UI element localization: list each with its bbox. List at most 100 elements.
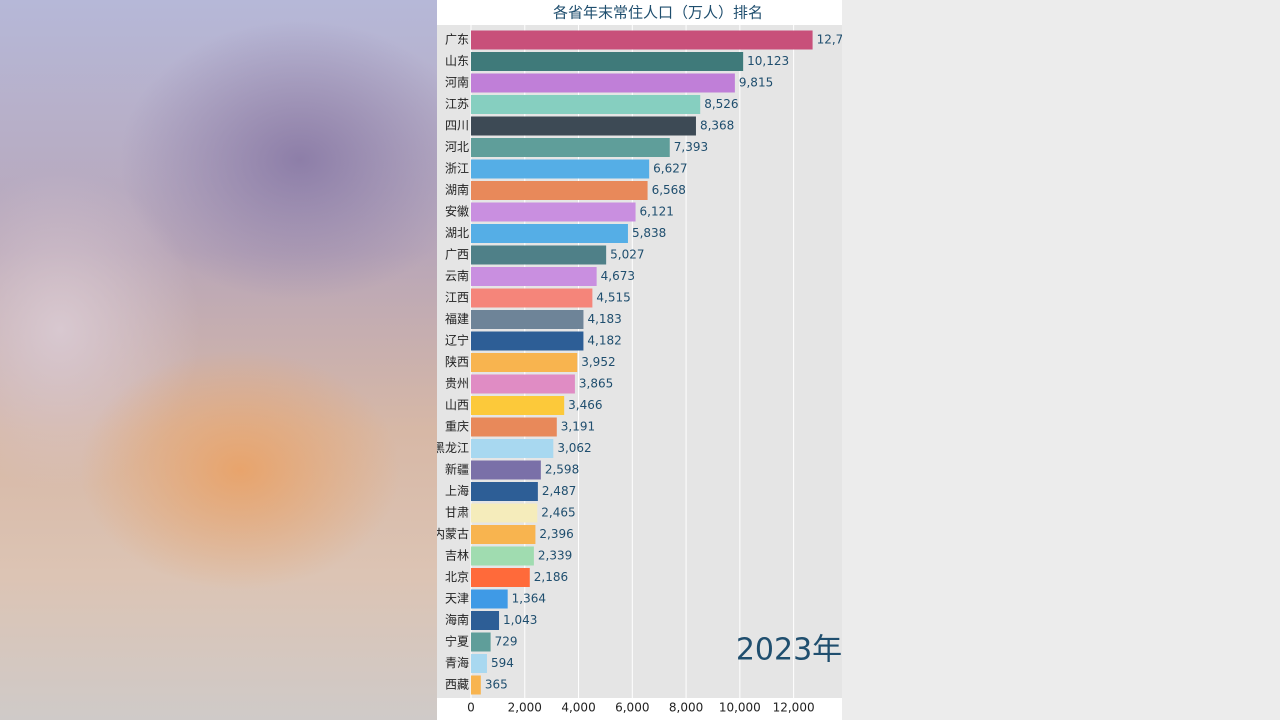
category-label: 江西: [445, 291, 469, 305]
category-label: 湖北: [445, 225, 469, 240]
bar: [471, 267, 597, 286]
value-label: 5,027: [610, 248, 644, 262]
bar: [471, 439, 554, 458]
x-tick-label: 10,000: [719, 701, 761, 715]
bar: [471, 288, 593, 308]
category-label: 青海: [445, 655, 469, 670]
category-label: 云南: [445, 268, 469, 283]
category-label: 山东: [445, 54, 469, 68]
category-label: 上海: [445, 483, 469, 498]
category-label: 福建: [445, 311, 469, 326]
chart: 各省年末常住人口（万人）排名 2023年 0 2,000 4,000 6,000 8,0…: [437, 0, 842, 720]
category-label: 宁夏: [445, 634, 469, 649]
value-label: 3,062: [557, 441, 591, 455]
category-label: 重庆: [445, 420, 469, 434]
value-label: 2,598: [545, 463, 579, 477]
category-label: 广东: [445, 33, 469, 47]
value-label: 7,393: [674, 140, 708, 154]
value-label: 2,186: [534, 570, 568, 584]
category-label: 贵州: [445, 377, 469, 391]
chart-title: 各省年末常住人口（万人）排名: [553, 4, 763, 22]
x-tick-label: 6,000: [615, 701, 649, 715]
bar: [471, 245, 607, 265]
category-label: 河南: [445, 75, 469, 90]
bar: [471, 310, 584, 329]
bar: [471, 525, 536, 544]
x-tick-label: 0: [467, 701, 475, 715]
value-label: 6,121: [640, 205, 674, 219]
category-label: 北京: [445, 570, 469, 584]
category-label: 天津: [445, 592, 469, 606]
bar: [471, 589, 508, 609]
value-label: 4,183: [587, 312, 621, 326]
x-tick-label: 2,000: [508, 701, 542, 715]
category-label: 江苏: [445, 97, 469, 111]
category-label: 河北: [445, 140, 469, 154]
x-tick-label: 4,000: [561, 701, 595, 715]
value-label: 5,838: [632, 226, 666, 240]
bar: [471, 331, 584, 351]
bar: [471, 73, 735, 93]
value-label: 10,123: [747, 54, 789, 68]
bar: [471, 224, 628, 243]
bar: [471, 654, 487, 673]
category-label: 西藏: [445, 678, 469, 692]
value-label: 6,568: [652, 183, 686, 197]
bar: [471, 116, 696, 136]
bar: [471, 30, 813, 50]
category-label: 甘肃: [445, 506, 469, 520]
value-label: 594: [491, 656, 514, 670]
bar: [471, 417, 557, 437]
value-label: 8,368: [700, 119, 734, 133]
category-label: 吉林: [445, 549, 469, 563]
value-label: 8,526: [704, 97, 738, 111]
value-label: 2,487: [542, 484, 576, 498]
blurred-background: [0, 0, 437, 720]
value-label: 3,466: [568, 398, 602, 412]
bar: [471, 675, 481, 695]
value-label: 1,043: [503, 613, 537, 627]
value-label: 12,706: [817, 33, 842, 47]
category-label: 山西: [445, 398, 469, 412]
x-tick-label: 12,000: [773, 701, 815, 715]
value-label: 3,865: [579, 377, 613, 391]
value-label: 4,673: [601, 269, 635, 283]
value-label: 3,952: [581, 355, 615, 369]
bar: [471, 159, 650, 179]
bar: [471, 546, 534, 566]
value-label: 6,627: [653, 162, 687, 176]
bar: [471, 611, 500, 630]
value-label: 1,364: [512, 592, 546, 606]
bar: [471, 353, 578, 372]
value-label: 2,465: [541, 506, 575, 520]
category-label: 黑龙江: [437, 441, 469, 455]
value-label: 9,815: [739, 76, 773, 90]
bar: [471, 181, 648, 200]
category-label: 四川: [445, 119, 469, 133]
bar: [471, 396, 565, 415]
bar: [471, 374, 575, 394]
category-label: 辽宁: [445, 333, 469, 348]
value-label: 729: [495, 635, 518, 649]
value-label: 365: [485, 678, 508, 692]
bar: [471, 568, 530, 587]
category-label: 海南: [445, 612, 469, 627]
bar: [471, 482, 538, 501]
bar: [471, 95, 701, 114]
bar: [471, 503, 538, 523]
value-label: 2,339: [538, 549, 572, 563]
bar: [471, 460, 541, 480]
value-label: 4,182: [587, 334, 621, 348]
category-label: 广西: [445, 248, 469, 262]
category-label: 陕西: [445, 354, 469, 369]
value-label: 3,191: [561, 420, 595, 434]
category-label: 湖南: [445, 182, 469, 197]
category-label: 新疆: [445, 462, 469, 477]
x-tick-label: 8,000: [669, 701, 703, 715]
value-label: 2,396: [539, 527, 573, 541]
bar: [471, 202, 636, 222]
category-label: 安徽: [445, 204, 469, 219]
